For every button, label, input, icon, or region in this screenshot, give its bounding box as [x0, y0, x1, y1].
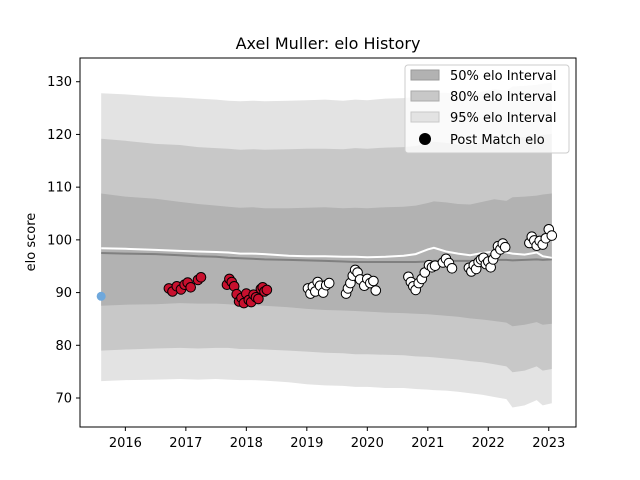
median-line	[101, 252, 552, 263]
point-red	[261, 284, 273, 296]
y-tick-label: 110	[47, 181, 72, 196]
point-white	[368, 275, 379, 287]
point-red	[253, 293, 264, 305]
legend: 50% elo Interval 80% elo Interval 95% el…	[404, 64, 570, 154]
y-tick-label: 80	[55, 339, 72, 354]
legend-label-50: 50% elo Interval	[450, 69, 557, 84]
axis-ticks: 2016 2017 2018 2019 2020 2021 2022 2023 70 80 90 10…	[47, 75, 565, 451]
post-match-points	[96, 224, 558, 309]
y-tick-label: 130	[47, 75, 72, 90]
plot-frame	[79, 57, 577, 428]
point-white	[499, 241, 511, 253]
legend-swatch-80	[410, 90, 440, 102]
legend-label-post-match: Post Match elo	[450, 133, 545, 148]
x-tick-label: 2022	[472, 436, 505, 451]
y-tick-label: 100	[47, 233, 72, 248]
x-tick-label: 2023	[532, 436, 565, 451]
point-white	[370, 285, 382, 296]
interval-bands	[101, 82, 552, 408]
point-white	[446, 263, 458, 274]
legend-box	[404, 64, 570, 154]
point-red	[185, 282, 196, 293]
y-tick-label: 90	[55, 286, 72, 301]
legend-swatch-50	[410, 69, 440, 81]
y-tick-label: 70	[55, 392, 72, 407]
x-tick-label: 2020	[351, 436, 384, 451]
point-white	[323, 277, 335, 289]
point-red	[195, 272, 207, 283]
legend-swatch-95	[410, 111, 440, 123]
initial-point	[96, 291, 106, 301]
x-tick-label: 2019	[290, 436, 323, 451]
x-tick-label: 2016	[109, 436, 142, 451]
chart-title: Axel Muller: elo History	[236, 34, 421, 53]
legend-marker-post-match	[419, 133, 431, 145]
legend-label-80: 80% elo Interval	[450, 90, 557, 105]
legend-label-95: 95% elo Interval	[450, 111, 557, 126]
y-axis-label: elo score	[24, 213, 39, 272]
y-tick-label: 120	[47, 128, 72, 143]
band-50	[101, 193, 552, 327]
x-tick-label: 2021	[411, 436, 444, 451]
x-tick-label: 2017	[169, 436, 202, 451]
point-white	[546, 230, 558, 241]
x-tick-label: 2018	[230, 436, 263, 451]
